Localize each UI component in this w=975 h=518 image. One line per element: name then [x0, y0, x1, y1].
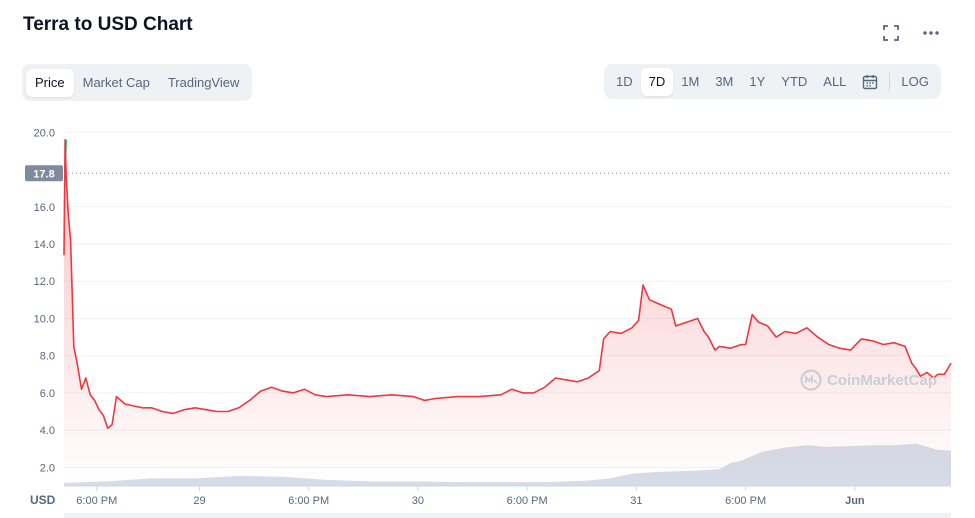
range-1y[interactable]: 1Y: [749, 73, 766, 89]
x-tick-label: 31: [630, 495, 642, 507]
more-horizontal-icon[interactable]: [920, 22, 942, 44]
view-tabs: Price Market Cap TradingView: [22, 64, 253, 101]
price-chart: 20.0 16.0 14.0 12.0 10.0 8.0 6.0 4.0 2.0 17.8 USD 6…: [25, 127, 952, 518]
calendar-icon[interactable]: [854, 68, 886, 96]
coinmarketcap-logo-icon: [800, 369, 822, 391]
range-1d[interactable]: 1D: [616, 73, 633, 89]
range-all[interactable]: ALL: [823, 73, 847, 89]
x-tick-label: 6:00 PM: [725, 495, 766, 507]
y-tick-label: 4.0: [40, 425, 55, 437]
y-tick-label: 10.0: [34, 313, 55, 325]
y-tick-label: 8.0: [40, 351, 55, 363]
fullscreen-icon[interactable]: [880, 22, 902, 44]
range-ytd[interactable]: YTD: [781, 73, 808, 89]
range-3m[interactable]: 3M: [715, 73, 734, 89]
y-axis-unit-label: USD: [30, 493, 56, 507]
y-tick-label: 12.0: [34, 276, 55, 288]
watermark: CoinMarketCap: [800, 369, 937, 391]
x-tick-label: 6:00 PM: [288, 495, 329, 507]
y-tick-label: 14.0: [34, 239, 55, 251]
price-area: [64, 139, 951, 487]
y-tick-label: 20.0: [34, 127, 55, 139]
watermark-text: CoinMarketCap: [827, 371, 938, 389]
divider: [889, 72, 891, 91]
y-tick-label: 6.0: [40, 388, 55, 400]
x-tick-label: 30: [412, 495, 424, 507]
range-tabs: 1D 7D 1M 3M 1Y YTD ALL LOG: [604, 64, 941, 99]
x-tick-label: 6:00 PM: [507, 495, 548, 507]
y-tick-label: 16.0: [34, 202, 55, 214]
range-1m[interactable]: 1M: [681, 73, 700, 89]
x-tick-label: Jun: [845, 495, 865, 507]
log-toggle[interactable]: LOG: [901, 73, 929, 89]
y-tick-label: 2.0: [40, 462, 55, 474]
x-tick-label: 6:00 PM: [76, 495, 117, 507]
tab-price[interactable]: Price: [26, 68, 74, 97]
tab-market-cap[interactable]: Market Cap: [82, 74, 150, 90]
page-title: Terra to USD Chart: [23, 14, 193, 35]
price-line: [63, 139, 952, 430]
range-7d[interactable]: 7D: [640, 67, 674, 96]
current-price-label: 17.8: [33, 168, 54, 180]
current-price-badge: [25, 165, 63, 182]
x-tick-label: 29: [193, 495, 205, 507]
tab-tradingview[interactable]: TradingView: [167, 74, 240, 90]
range-slider-track: [64, 513, 951, 518]
